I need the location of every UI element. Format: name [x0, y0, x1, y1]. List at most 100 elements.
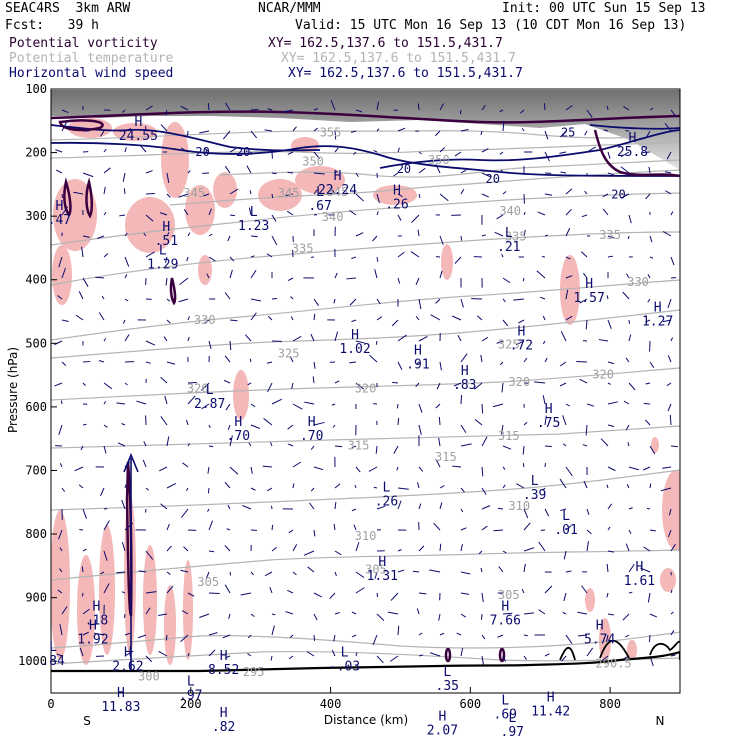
wind-vector: [334, 612, 341, 615]
wind-vector: [201, 403, 210, 410]
extremum-value: 11.42: [531, 704, 570, 719]
wind-vector: [628, 529, 632, 534]
wind-vector: [584, 190, 588, 195]
wind-vector: [544, 653, 550, 657]
wind-vector: [439, 632, 445, 636]
wind-vector: [271, 235, 278, 246]
wind-vector: [103, 167, 111, 174]
wind-vector: [267, 382, 273, 393]
wind-vector: [544, 151, 550, 162]
wind-vector: [460, 353, 468, 363]
wind-vector: [649, 483, 652, 489]
wind-vector: [606, 563, 609, 573]
wind-vector: [313, 189, 318, 195]
wind-vector: [492, 403, 504, 408]
extremum-kind: H: [501, 599, 509, 614]
wind-vector: [55, 149, 63, 153]
wind-vector: [565, 227, 571, 237]
wind-contour-label: 20: [611, 187, 625, 201]
y-tick-label: 500: [25, 336, 47, 350]
wind-vector: [623, 106, 630, 111]
wind-vector: [625, 424, 630, 431]
theta-contour-label: 325: [498, 337, 520, 351]
theta-contour-label: 305: [197, 575, 219, 589]
wind-vector: [82, 631, 89, 636]
wind-vector: [208, 632, 218, 636]
wind-vector: [250, 571, 255, 576]
wind-vector: [58, 424, 63, 435]
wind-vector: [459, 109, 462, 115]
wind-vector: [207, 508, 210, 512]
theta-contour-label: 320: [592, 367, 614, 381]
wind-vector: [208, 340, 212, 349]
wind-vector: [523, 655, 527, 660]
x-axis: 0 200 400 600 800: [47, 687, 621, 711]
wind-vector: [628, 507, 633, 510]
wind-vector: [117, 442, 126, 447]
wind-vector: [665, 190, 672, 195]
wind-vector: [166, 232, 170, 237]
wind-vector: [620, 193, 630, 199]
wind-vector: [626, 273, 630, 279]
wind-vector: [536, 270, 546, 279]
wind-vector: [270, 655, 273, 661]
wind-vector: [269, 587, 273, 594]
wind-vector: [416, 608, 420, 615]
wind-vector: [523, 563, 526, 573]
theta-contour-label: 345: [278, 186, 300, 200]
wind-vector: [397, 361, 403, 370]
theta-contour-label: 320: [355, 381, 377, 395]
wind-vector: [351, 508, 357, 512]
wind-vector: [187, 592, 195, 597]
wind-vector: [460, 544, 463, 552]
wind-vector: [375, 445, 378, 454]
wind-vector: [494, 231, 504, 237]
wind-vector: [166, 483, 177, 489]
theta-contour-label: 355: [320, 126, 342, 140]
field-xy-wind: XY= 162.5,137.6 to 151.5,431.7: [288, 66, 523, 81]
wind-vector: [349, 209, 357, 216]
wind-vector: [496, 214, 504, 220]
wind-vector: [56, 653, 63, 657]
x-tick-label: 600: [459, 697, 481, 711]
wind-vector: [417, 229, 420, 237]
wind-vector: [306, 651, 315, 657]
wind-vector: [229, 256, 235, 262]
wind-vectors: [54, 99, 679, 667]
wind-vector: [287, 424, 294, 430]
wind-vector: [493, 529, 504, 532]
wind-vector: [387, 611, 399, 615]
extremum-kind: L: [159, 243, 167, 258]
forecast-hour: Fcst: 39 h: [5, 18, 99, 33]
theta-contour-label: 315: [348, 438, 370, 452]
wind-vector: [59, 568, 63, 573]
wind-vector: [417, 482, 420, 489]
extremum-value: -.03: [329, 660, 360, 675]
wind-vector: [57, 589, 63, 594]
wind-vector: [122, 172, 126, 182]
wind-vector: [333, 298, 336, 304]
wind-vector: [313, 529, 316, 537]
wind-vector: [540, 296, 546, 300]
wind-vector: [349, 361, 357, 364]
wind-vector: [100, 571, 105, 575]
wind-vector: [644, 419, 651, 426]
extremum-kind: H: [220, 649, 228, 664]
wind-vector: [640, 567, 651, 573]
wind-vector: [287, 589, 294, 594]
wind-vector: [124, 650, 134, 657]
extremum-kind: H: [162, 220, 170, 235]
wind-vector: [560, 171, 567, 174]
wind-vector: [523, 612, 534, 615]
wind-vector: [439, 543, 442, 552]
wind-vector: [368, 466, 378, 472]
wind-vector: [418, 298, 422, 310]
wind-vector: [116, 571, 126, 574]
wind-vector: [250, 269, 257, 279]
wind-vector: [250, 255, 255, 258]
wind-vector: [538, 609, 546, 615]
wind-vector: [229, 188, 239, 195]
wind-vector: [78, 484, 84, 489]
wind-vector: [460, 169, 467, 174]
wind-vector: [389, 655, 399, 662]
